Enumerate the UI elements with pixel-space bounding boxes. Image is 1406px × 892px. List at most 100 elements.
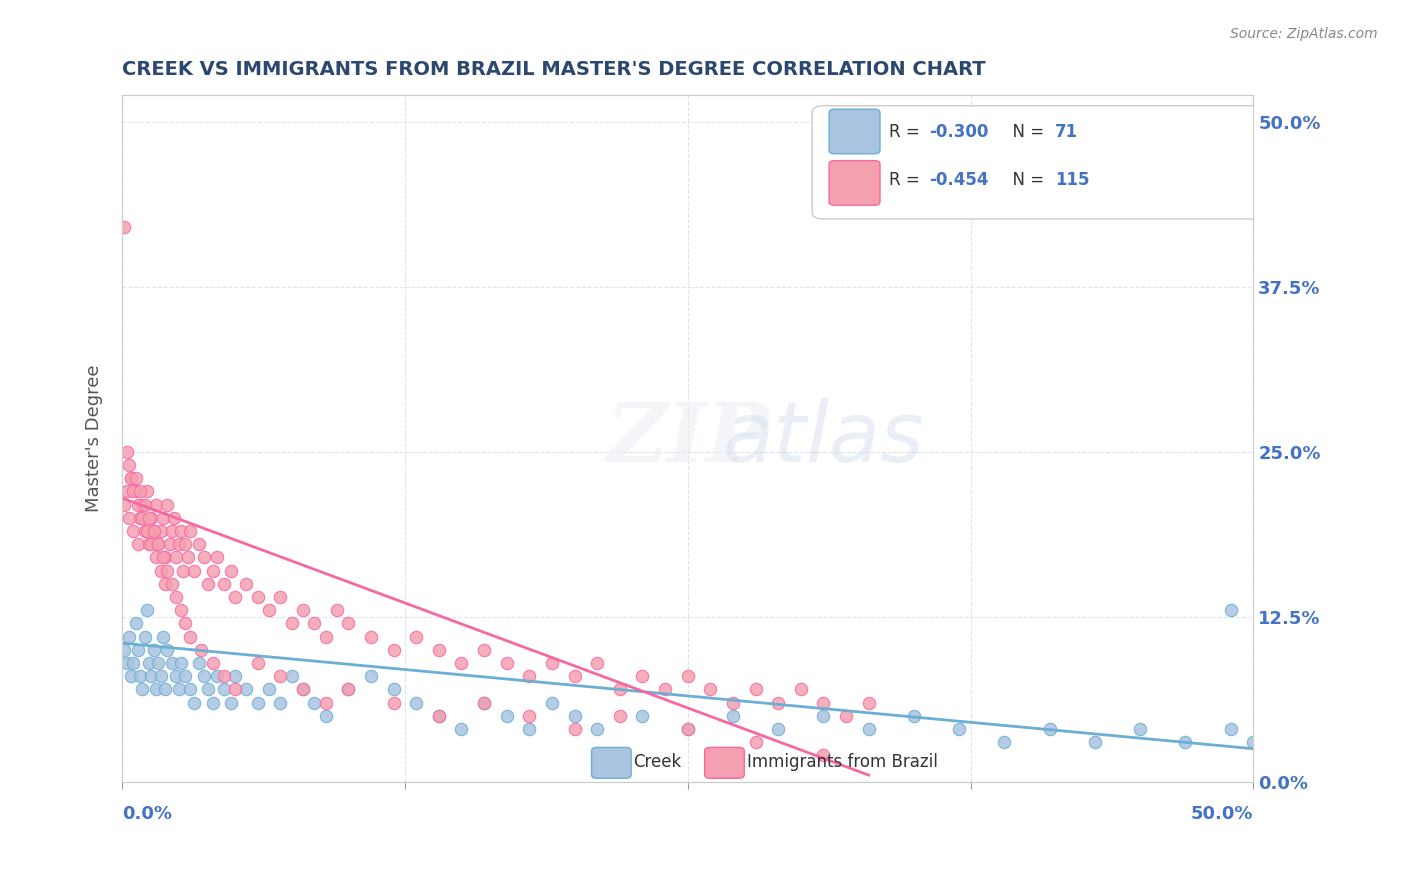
Point xyxy=(212,576,235,591)
Text: Source: ZipAtlas.com: Source: ZipAtlas.com xyxy=(1230,27,1378,41)
Point xyxy=(495,656,517,670)
Point xyxy=(676,669,699,683)
Point xyxy=(224,590,246,604)
Point xyxy=(112,498,135,512)
Point xyxy=(813,696,835,710)
Point xyxy=(835,708,858,723)
Point xyxy=(337,682,360,697)
FancyBboxPatch shape xyxy=(813,106,1264,219)
Point xyxy=(145,498,167,512)
Point xyxy=(160,576,183,591)
Point xyxy=(118,630,141,644)
Point xyxy=(201,696,224,710)
Point xyxy=(858,696,880,710)
Point xyxy=(586,722,609,736)
Point xyxy=(138,537,160,551)
Point xyxy=(676,722,699,736)
Point xyxy=(115,656,138,670)
Text: Immigrants from Brazil: Immigrants from Brazil xyxy=(747,754,938,772)
Point xyxy=(188,656,211,670)
Point xyxy=(744,682,766,697)
Text: CREEK VS IMMIGRANTS FROM BRAZIL MASTER'S DEGREE CORRELATION CHART: CREEK VS IMMIGRANTS FROM BRAZIL MASTER'S… xyxy=(122,60,986,78)
Point xyxy=(337,682,360,697)
Text: N =: N = xyxy=(1002,171,1049,189)
Point xyxy=(136,484,159,499)
Point xyxy=(654,682,676,697)
Point xyxy=(676,722,699,736)
Point xyxy=(167,682,190,697)
Point xyxy=(280,669,302,683)
Point xyxy=(201,564,224,578)
Point xyxy=(246,656,269,670)
Point xyxy=(235,576,257,591)
Point xyxy=(205,550,228,565)
Point xyxy=(118,510,141,524)
Point xyxy=(382,642,405,657)
Point xyxy=(224,669,246,683)
Text: Creek: Creek xyxy=(633,754,682,772)
Point xyxy=(269,669,291,683)
Point xyxy=(156,564,179,578)
Point xyxy=(174,537,197,551)
Point xyxy=(131,510,153,524)
Point xyxy=(219,564,242,578)
Point xyxy=(269,590,291,604)
Point xyxy=(148,537,170,551)
Point xyxy=(1174,735,1197,749)
Point xyxy=(138,510,160,524)
Text: -0.300: -0.300 xyxy=(928,123,988,141)
Point xyxy=(163,510,186,524)
Point xyxy=(170,524,193,538)
Point xyxy=(201,656,224,670)
Point xyxy=(219,696,242,710)
Point xyxy=(160,656,183,670)
Point xyxy=(153,682,176,697)
Point xyxy=(257,682,280,697)
Point xyxy=(304,696,326,710)
Point xyxy=(179,682,201,697)
Point xyxy=(149,669,172,683)
Point xyxy=(152,510,174,524)
Point xyxy=(115,484,138,499)
Point xyxy=(142,524,165,538)
Point xyxy=(360,669,382,683)
Point xyxy=(257,603,280,617)
Point xyxy=(120,669,142,683)
Point xyxy=(141,537,163,551)
Point xyxy=(134,630,156,644)
Point xyxy=(129,669,152,683)
Point xyxy=(1241,735,1264,749)
Point xyxy=(172,564,194,578)
Text: N =: N = xyxy=(1002,123,1049,141)
Point xyxy=(205,669,228,683)
Point xyxy=(790,682,813,697)
Point xyxy=(170,656,193,670)
Point xyxy=(156,498,179,512)
Point xyxy=(993,735,1015,749)
Point xyxy=(183,696,205,710)
Point xyxy=(903,708,925,723)
Point xyxy=(280,616,302,631)
Point xyxy=(269,696,291,710)
Point xyxy=(131,498,153,512)
Point xyxy=(179,630,201,644)
Point xyxy=(564,708,586,723)
Point xyxy=(631,708,654,723)
Point xyxy=(382,696,405,710)
Point xyxy=(174,616,197,631)
Point xyxy=(193,550,215,565)
Point xyxy=(631,669,654,683)
Point xyxy=(148,537,170,551)
Text: atlas: atlas xyxy=(723,398,924,479)
FancyBboxPatch shape xyxy=(704,747,744,779)
Point xyxy=(405,696,427,710)
Point xyxy=(134,524,156,538)
Point xyxy=(472,642,495,657)
Point xyxy=(165,590,187,604)
Point xyxy=(145,682,167,697)
Point xyxy=(246,590,269,604)
Point xyxy=(131,682,153,697)
Point xyxy=(315,630,337,644)
Point xyxy=(124,484,146,499)
Text: R =: R = xyxy=(889,171,925,189)
